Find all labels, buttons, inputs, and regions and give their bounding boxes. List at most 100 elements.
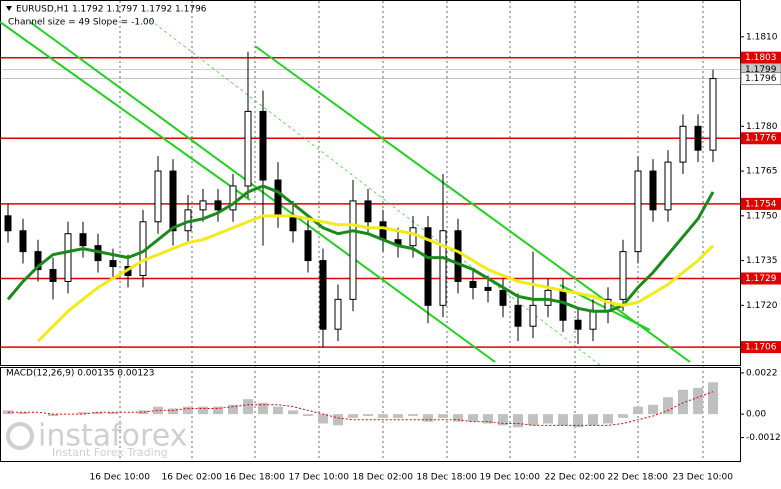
y-tick-label: 1.1750 [746,211,778,221]
candle-body [589,310,597,330]
candle-body [439,230,447,306]
macd-bar [228,404,238,415]
macd-y-tick-label: -0.00125 [746,433,781,443]
candle-body [499,289,507,306]
macd-bar [378,414,388,418]
x-tick-label: 22 Dec 18:00 [607,473,668,483]
macd-bar [168,408,178,415]
macd-bar [18,412,28,415]
candle-body [559,289,567,321]
y-tick-label: 1.1735 [746,256,778,266]
y-tick-label: 1.1780 [746,122,778,132]
macd-bar [438,414,448,418]
candle-body [529,304,537,327]
chart-title: EURUSD,H1 1.1792 1.1797 1.1792 1.1796 [16,5,207,15]
watermark-tagline: Instant Forex Trading [52,446,168,459]
candle-body [34,251,42,271]
macd-bar [603,414,613,424]
candle-body [304,230,312,262]
candle-body [379,221,387,241]
channel-line [254,45,691,363]
marker-price-label: 1.1799 [745,65,777,75]
macd-bar [663,397,673,415]
candle-body [214,200,222,211]
main-panel [0,0,741,366]
candle-body [169,170,177,232]
watermark-brand: instaforex [38,419,187,454]
macd-bar [693,387,703,415]
current-price-box [740,72,781,86]
plot [4,51,717,348]
level-label-box [741,132,781,145]
candle-body [679,125,687,163]
macd-bar [363,414,373,416]
level-label: 1.1729 [745,274,777,284]
candle-body [424,227,432,306]
macd-bar [183,406,193,415]
macd-bar [678,389,688,415]
macd-y-tick-label: 0.0022 [746,368,778,378]
candle-body [349,200,357,300]
candle-body [574,319,582,330]
x-tick-label: 16 Dec 02:00 [161,473,222,483]
candle-body [694,125,702,151]
macd-bar [108,412,118,415]
x-tick-label: 23 Dec 10:00 [672,473,733,483]
macd-bar [423,414,433,422]
level-label-box [741,341,781,354]
candle-body [229,185,237,211]
level-label: 1.1803 [745,53,777,63]
macd-bar [393,414,403,418]
candle-body [484,286,492,291]
candle-body [79,233,87,247]
level-label: 1.1754 [745,199,777,209]
macd-bar [453,414,463,422]
x-tick-label: 18 Dec 18:00 [416,473,477,483]
macd-bar [633,406,643,415]
moving-average [36,214,715,343]
y-tick-label: 1.1765 [746,167,778,177]
macd-bar [558,414,568,426]
candle-body [274,179,282,217]
macd-bar [288,410,298,415]
macd-bar [498,414,508,426]
macd-bar [708,382,718,415]
macd-bar [573,414,583,428]
candle-body [454,230,462,282]
macd-title: MACD(12,26,9) 0.00135 0.00123 [6,369,155,379]
macd-bar [318,414,328,424]
x-tick-label: 18 Dec 02:00 [352,473,413,483]
macd-bar [333,414,343,426]
x-tick-label: 16 Dec 18:00 [224,473,285,483]
macd-bar [243,399,253,415]
macd-bar [153,406,163,415]
candle-body [64,233,72,282]
macd-bar [48,414,58,416]
macd-bar [138,410,148,415]
macd-bar [618,414,628,418]
macd-bar [78,412,88,415]
candle-body [259,110,267,181]
x-tick-label: 19 Dec 10:00 [479,473,540,483]
candle-body [709,78,717,151]
macd-signal [8,391,714,426]
candle-body [4,215,12,232]
candle-body [244,110,252,187]
macd-bar [648,404,658,415]
candle-body [319,260,327,330]
macd-bar [528,414,538,426]
macd-bar [93,412,103,415]
watermark-logo [6,422,34,450]
candle-body [634,170,642,253]
channel-mid [149,19,601,366]
current-price-label: 1.1796 [745,74,777,84]
candle-body [409,227,417,247]
candle-body [199,200,207,211]
candle-body [154,170,162,223]
candle-body [289,215,297,232]
macd-bar [588,414,598,426]
level-label: 1.1776 [745,134,777,144]
macd-bar [468,414,478,422]
x-tick-label: 16 Dec 10:00 [89,473,150,483]
macd-bar [543,414,553,424]
